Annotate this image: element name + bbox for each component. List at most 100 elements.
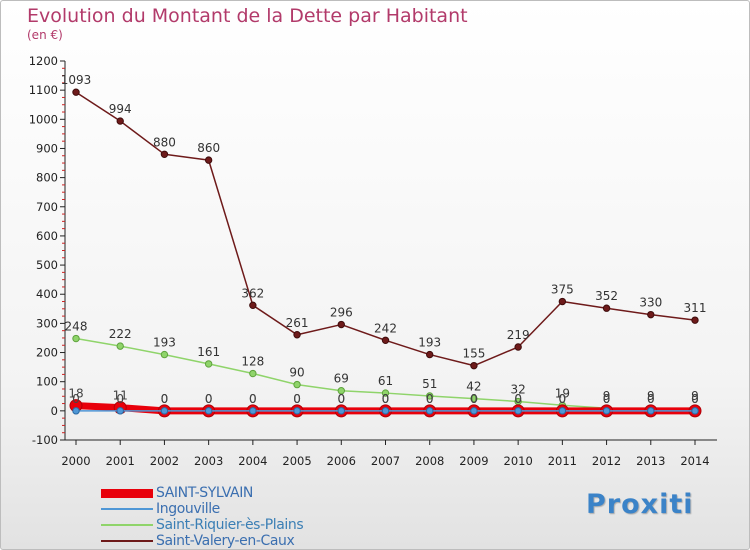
data-label: 0 [559,392,567,406]
data-point [602,407,611,415]
y-tick-label: 1100 [29,83,58,97]
data-label: 19 [555,386,570,400]
data-label: 0 [205,392,213,406]
data-label: 0 [647,392,655,406]
y-tick-label: 300 [36,316,58,330]
data-point [72,334,80,343]
x-tick-label: 2000 [61,454,90,468]
proxiti-logo: Proxiti [586,489,694,520]
chart-title: Evolution du Montant de la Dette par Hab… [27,5,468,27]
y-tick-label: 0 [51,404,58,418]
data-label: 0 [161,392,169,406]
data-label: 222 [109,327,132,341]
data-point [470,407,478,415]
data-label: 0 [603,392,611,406]
data-label: 155 [462,347,485,361]
data-label: 994 [109,102,132,116]
data-point [249,301,257,310]
data-point [204,407,213,415]
data-label: 9 [603,389,611,403]
data-point [249,369,257,378]
x-tick-label: 2002 [150,454,179,468]
legend-item: Saint-Valery-en-Caux [101,533,303,549]
x-tick-label: 2004 [238,454,267,468]
data-label: 261 [286,316,309,330]
x-tick-label: 2006 [327,454,356,468]
legend-label: Ingouville [156,501,220,517]
y-tick-label: 800 [36,171,58,185]
data-label: 0 [293,392,301,406]
data-label: 0 [514,392,522,406]
data-point [470,394,478,403]
data-label: 0 [337,392,345,406]
data-label: 0 [691,392,699,406]
data-label: 860 [197,141,220,155]
data-label: 128 [241,355,264,369]
data-point [116,407,124,415]
data-label: 0 [691,392,699,406]
data-label: 69 [334,372,349,386]
legend-label: Saint-Valery-en-Caux [156,533,295,549]
y-tick-label: 600 [36,229,58,243]
data-label: 0 [293,392,301,406]
data-label: 0 [72,392,80,406]
y-tick-label: 100 [36,375,58,389]
data-point [204,360,213,368]
y-tick-label: 700 [36,200,58,214]
y-tick-label: 500 [36,258,58,272]
data-label: 90 [289,366,304,380]
data-label: 0 [470,392,478,406]
data-label: 193 [418,336,441,350]
data-point [116,342,124,350]
x-tick-label: 2013 [636,454,665,468]
data-point [293,331,301,339]
data-label: 242 [374,321,397,335]
data-point [337,320,345,329]
data-label: 42 [466,380,481,394]
y-tick-label: 400 [36,287,58,301]
legend-swatch [101,488,153,498]
data-point [381,389,390,397]
data-point [602,304,611,312]
x-tick-label: 2012 [592,454,621,468]
data-point [160,350,169,359]
data-label: 362 [241,286,264,300]
data-label: 18 [68,387,83,401]
x-tick-label: 2003 [194,454,223,468]
data-label: 0 [514,392,522,406]
legend-item: SAINT-SYLVAIN [101,485,303,501]
data-label: 9 [691,389,699,403]
chart-subtitle: (en €) [27,28,63,42]
legend-swatch [101,508,153,510]
data-point [558,407,567,415]
data-label: 193 [153,336,176,350]
data-label: 0 [161,392,169,406]
data-label: 0 [116,392,124,406]
data-point [72,407,80,415]
legend-item: Ingouville [101,501,303,517]
data-label: 0 [426,392,434,406]
x-tick-label: 2009 [459,454,488,468]
data-label: 330 [639,296,662,310]
data-label: 352 [595,289,618,303]
legend-swatch [101,524,153,526]
data-label: 311 [684,301,707,315]
data-label: 0 [382,392,390,406]
data-label: 61 [378,374,393,388]
data-label: 219 [507,328,530,342]
data-label: 1093 [61,73,92,87]
data-point [337,387,345,395]
data-label: 0 [559,392,567,406]
legend-label: SAINT-SYLVAIN [156,485,254,501]
chart-legend: SAINT-SYLVAIN Ingouville Saint-Riquier-ès-… [101,485,304,549]
y-tick-label: 200 [36,346,58,360]
data-label: 0 [249,392,257,406]
data-label: 11 [113,389,128,403]
data-label: 296 [330,306,353,320]
data-point [160,407,169,415]
x-tick-label: 2011 [548,454,577,468]
data-label: 880 [153,135,176,149]
y-tick-label: -100 [32,433,58,447]
data-point [691,407,699,415]
